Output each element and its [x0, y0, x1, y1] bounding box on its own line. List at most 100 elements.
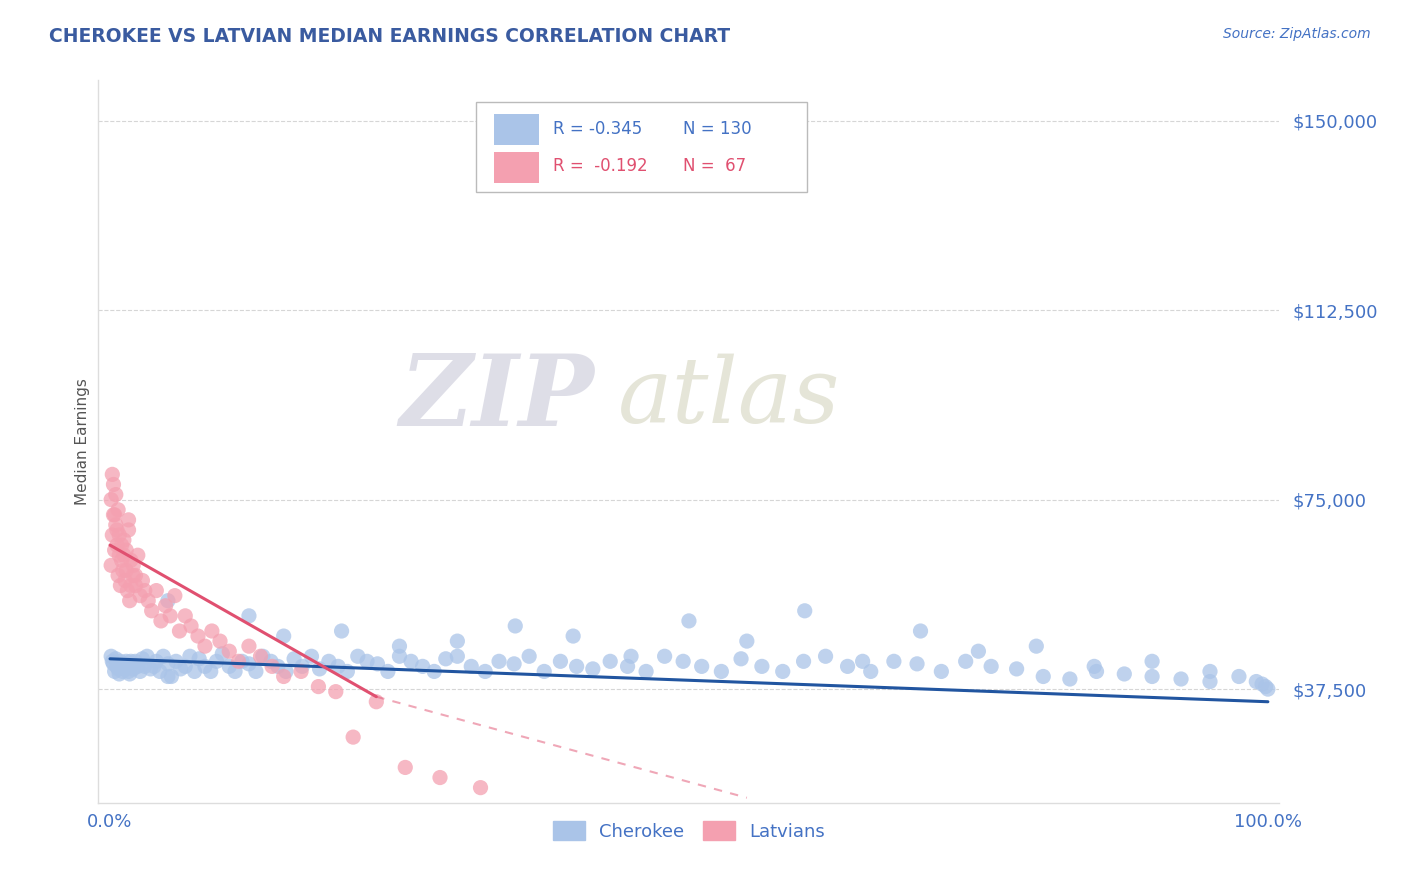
Point — [550, 654, 572, 668]
Point — [262, 659, 284, 673]
Point — [710, 665, 733, 679]
Point — [124, 568, 146, 582]
Point — [108, 667, 131, 681]
Point — [156, 657, 179, 671]
Point — [115, 563, 138, 577]
Point — [136, 593, 159, 607]
Point — [180, 619, 202, 633]
Point — [336, 665, 359, 679]
Point — [117, 523, 139, 537]
Point — [1170, 672, 1192, 686]
Point — [772, 665, 794, 679]
Point — [260, 654, 283, 668]
Point — [112, 548, 135, 562]
Point — [412, 659, 434, 673]
Point — [399, 654, 422, 668]
Bar — [494, 152, 538, 183]
Point — [1085, 665, 1108, 679]
Point — [155, 599, 177, 613]
Point — [124, 578, 146, 592]
Point — [111, 563, 134, 577]
Point — [104, 543, 127, 558]
Point — [110, 553, 132, 567]
Point — [283, 652, 305, 666]
Point — [134, 583, 156, 598]
Point — [980, 659, 1002, 673]
Point — [104, 665, 127, 679]
Text: N =  67: N = 67 — [683, 157, 747, 175]
Point — [100, 558, 122, 573]
Point — [101, 654, 124, 668]
Point — [160, 669, 183, 683]
Point — [905, 657, 928, 671]
Point — [460, 659, 482, 673]
Point — [149, 665, 172, 679]
Point — [134, 659, 156, 673]
Point — [678, 614, 700, 628]
Point — [394, 760, 416, 774]
Point — [1059, 672, 1081, 686]
Point — [129, 589, 152, 603]
Point — [599, 654, 621, 668]
Point — [165, 654, 187, 668]
Point — [620, 649, 643, 664]
Point — [122, 662, 145, 676]
Text: ZIP: ZIP — [399, 350, 595, 446]
Point — [290, 665, 312, 679]
Point — [105, 523, 128, 537]
Point — [103, 508, 125, 522]
Point — [910, 624, 932, 638]
Point — [308, 662, 330, 676]
Point — [107, 502, 129, 516]
Point — [131, 574, 153, 588]
Point — [967, 644, 990, 658]
Point — [274, 665, 297, 679]
Point — [117, 659, 139, 673]
Point — [837, 659, 859, 673]
Point — [143, 659, 166, 673]
Point — [136, 649, 159, 664]
Point — [112, 657, 135, 671]
Point — [388, 639, 411, 653]
Point — [1257, 682, 1279, 697]
Point — [129, 665, 152, 679]
Point — [120, 578, 142, 592]
Bar — [494, 114, 538, 145]
Text: R = -0.345: R = -0.345 — [553, 120, 643, 137]
Point — [238, 639, 260, 653]
Point — [122, 558, 145, 573]
Point — [1140, 669, 1163, 683]
Point — [218, 644, 240, 658]
Point — [533, 665, 555, 679]
Text: CHEROKEE VS LATVIAN MEDIAN EARNINGS CORRELATION CHART: CHEROKEE VS LATVIAN MEDIAN EARNINGS CORR… — [49, 27, 730, 45]
Point — [224, 665, 246, 679]
Point — [474, 665, 496, 679]
Point — [110, 578, 132, 592]
Point — [183, 665, 205, 679]
Point — [104, 517, 127, 532]
Point — [108, 528, 131, 542]
Point — [423, 665, 446, 679]
Point — [616, 659, 638, 673]
Point — [1246, 674, 1268, 689]
Point — [117, 583, 139, 598]
Point — [751, 659, 773, 673]
Point — [582, 662, 605, 676]
Point — [325, 684, 347, 698]
Point — [159, 608, 181, 623]
Point — [377, 665, 399, 679]
Point — [1199, 665, 1222, 679]
Point — [112, 533, 135, 547]
Point — [149, 614, 172, 628]
Point — [672, 654, 695, 668]
Point — [174, 659, 197, 673]
Point — [211, 647, 233, 661]
Point — [115, 654, 138, 668]
Point — [194, 659, 217, 673]
Point — [730, 652, 752, 666]
Point — [503, 657, 526, 671]
Point — [690, 659, 713, 673]
Point — [252, 649, 274, 664]
Point — [852, 654, 875, 668]
Point — [654, 649, 676, 664]
